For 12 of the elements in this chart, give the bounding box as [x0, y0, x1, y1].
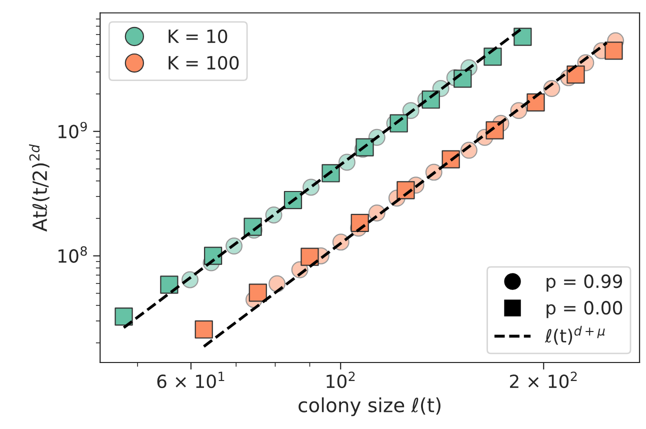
legend-label: ℓ(t)$^{d+μ}$ [544, 326, 605, 345]
y-tick-label: 10$^{8}$ [58, 246, 87, 263]
x-tick-label: 6 × 10$^{1}$ [157, 372, 224, 388]
y-tick-label: 10$^{9}$ [58, 122, 87, 138]
x-tick-label: 10$^{2}$ [326, 372, 355, 388]
x-tick-label: 2 × 10$^{2}$ [510, 372, 577, 388]
legend-label: K = 100 [168, 56, 239, 70]
annotation: p = 0.99 [546, 274, 622, 292]
x-axis-title: colony size ℓ(t) [298, 397, 440, 416]
y-axis-title: Atℓ(t/2)$^{2d}$ [29, 144, 50, 232]
legend-label: K = 10 [168, 29, 228, 44]
annotation: p = 0.00 [546, 300, 622, 318]
